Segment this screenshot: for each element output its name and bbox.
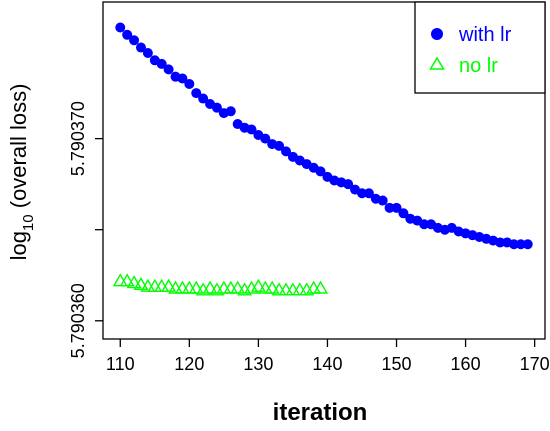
data-point-no-lr: [230, 280, 246, 294]
data-point-with-lr: [495, 237, 506, 248]
data-point-no-lr: [126, 275, 142, 289]
data-point-with-lr: [184, 78, 195, 89]
x-tick-label: 160: [451, 354, 481, 374]
series-with-lr: [115, 22, 533, 250]
y-axis: 5.790360 5.790370: [68, 101, 103, 358]
legend-box: [414, 1, 546, 94]
legend-label-no-lr: no lr: [459, 55, 498, 77]
data-point-with-lr: [191, 88, 202, 99]
data-point-no-lr: [250, 278, 266, 292]
data-point-with-lr: [508, 239, 519, 250]
data-point-with-lr: [211, 102, 222, 113]
x-tick-label: 150: [381, 354, 411, 374]
series-layer: [112, 22, 533, 296]
y-axis-title-base: log: [6, 231, 31, 260]
data-point-no-lr: [313, 280, 329, 294]
x-tick-label: 120: [174, 354, 204, 374]
x-axis-title: iteration: [273, 399, 368, 426]
y-axis-title: log10 (overall loss): [6, 84, 37, 261]
legend-marker-with-lr: [431, 28, 443, 40]
x-tick-label: 170: [520, 354, 550, 374]
data-point-no-lr: [188, 280, 204, 294]
data-point-with-lr: [398, 208, 409, 219]
data-point-no-lr: [202, 280, 218, 294]
data-point-with-lr: [225, 106, 236, 117]
data-point-with-lr: [177, 73, 188, 84]
data-point-with-lr: [281, 146, 292, 157]
data-point-with-lr: [198, 93, 209, 104]
data-point-no-lr: [119, 273, 135, 287]
data-point-with-lr: [274, 140, 285, 151]
data-point-with-lr: [377, 195, 388, 206]
series-no-lr: [112, 273, 329, 296]
data-point-with-lr: [356, 188, 367, 199]
data-point-with-lr: [384, 202, 395, 213]
y-tick-label: 5.790370: [68, 101, 88, 176]
x-axis: 110 120 130 140 150 160 170: [106, 339, 550, 374]
data-point-with-lr: [129, 35, 140, 46]
data-point-no-lr: [264, 280, 280, 294]
data-point-with-lr: [391, 202, 402, 213]
plot-border: [102, 1, 546, 340]
y-axis-title-rest: (overall loss): [6, 84, 31, 215]
y-axis-title-subscript: 10: [20, 214, 37, 231]
data-point-no-lr: [133, 276, 149, 291]
data-point-with-lr: [163, 64, 174, 75]
data-point-with-lr: [343, 179, 354, 190]
data-point-with-lr: [142, 48, 153, 59]
legend: with lr no lr: [414, 1, 546, 94]
data-point-with-lr: [315, 166, 326, 177]
data-point-with-lr: [122, 29, 133, 40]
data-point-with-lr: [246, 124, 257, 135]
x-tick-label: 130: [243, 354, 273, 374]
x-tick-label: 140: [312, 354, 342, 374]
data-point-with-lr: [135, 42, 146, 53]
x-tick-label: 110: [106, 354, 135, 374]
data-point-with-lr: [515, 239, 526, 250]
data-point-with-lr: [156, 58, 167, 69]
data-point-with-lr: [522, 239, 533, 250]
data-point-with-lr: [419, 219, 430, 230]
data-point-with-lr: [260, 133, 271, 144]
legend-label-with-lr: with lr: [458, 24, 512, 46]
y-tick-label: 5.790360: [68, 283, 88, 358]
legend-marker-no-lr: [429, 56, 445, 70]
data-point-no-lr: [161, 278, 177, 292]
data-point-with-lr: [363, 188, 374, 199]
data-point-with-lr: [115, 22, 126, 33]
